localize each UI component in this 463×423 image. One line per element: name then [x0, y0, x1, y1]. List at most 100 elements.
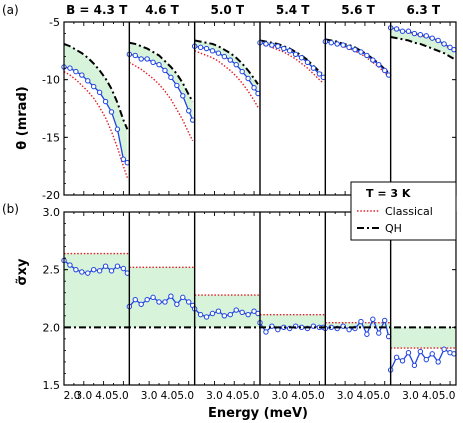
- field-label-6: 6.3 T: [406, 3, 440, 17]
- theta-point: [79, 72, 85, 78]
- sigma-point: [156, 299, 162, 305]
- x-tick-label: 4.0: [357, 390, 374, 402]
- theta-point: [263, 41, 269, 47]
- theta-point: [334, 41, 340, 47]
- sigma-point: [227, 311, 233, 318]
- sigma-point: [239, 309, 245, 316]
- y-tick-label: 1.5: [43, 379, 61, 392]
- sigma-point: [138, 301, 144, 307]
- theta-point: [91, 83, 97, 90]
- theta-point: [405, 28, 412, 34]
- theta-point: [370, 57, 376, 63]
- sigma-point: [411, 362, 418, 369]
- sigma-point: [197, 311, 204, 318]
- theta-point: [102, 98, 109, 105]
- sigma-point: [245, 311, 251, 318]
- sigma-point: [73, 266, 79, 273]
- theta-qh-line-6: [390, 36, 455, 60]
- sigma-point: [251, 308, 257, 314]
- sigma-point: [144, 296, 150, 303]
- theta-point: [304, 59, 311, 66]
- sigma-point: [162, 299, 168, 305]
- field-label-2: 4.6 T: [145, 3, 179, 17]
- legend: T = 3 K Classical QH: [350, 181, 457, 241]
- theta-qh-line-2: [129, 41, 194, 103]
- theta-fill-1: [64, 43, 128, 163]
- theta-point: [108, 109, 115, 115]
- sigma-point: [85, 270, 91, 276]
- x-tick-label: 3.0: [271, 390, 288, 402]
- theta-point: [174, 82, 180, 89]
- legend-classical-label: Classical: [385, 205, 433, 218]
- sigma-point: [423, 356, 429, 363]
- x-tick-label: 5.0: [112, 390, 129, 402]
- sigma-point: [174, 301, 180, 307]
- theta-point: [382, 67, 388, 74]
- sigma-point: [102, 263, 109, 269]
- theta-point: [197, 44, 204, 51]
- sigma-point: [382, 317, 388, 324]
- theta-point: [239, 68, 245, 75]
- theta-point: [269, 42, 275, 48]
- x-tick-label: 5.0: [177, 390, 194, 402]
- theta-point: [417, 31, 424, 38]
- y-tick-label: 2.0: [43, 321, 61, 334]
- theta-point: [423, 33, 429, 39]
- sigma-fill-6: [390, 327, 456, 349]
- sigma-point: [435, 359, 441, 365]
- theta-point: [286, 48, 293, 54]
- sigma-point: [215, 308, 222, 314]
- theta-point: [120, 156, 127, 162]
- field-label-3: 5.0 T: [210, 3, 244, 17]
- y-tick-label: -10: [42, 74, 60, 87]
- theta-point: [215, 50, 222, 56]
- x-tick-label: 4.0: [226, 390, 243, 402]
- theta-qh-line-1: [63, 42, 129, 130]
- x-tick-label: 5.0: [373, 390, 390, 402]
- theta-measured-line-5: [325, 40, 390, 76]
- theta-point: [144, 56, 150, 62]
- x-tick-label: 3.0: [402, 390, 419, 402]
- y-tick-label: -15: [42, 131, 60, 144]
- sigma-point: [203, 314, 210, 320]
- theta-point: [393, 26, 400, 32]
- x-tick-label: 2.0: [64, 390, 81, 402]
- field-label-5: 5.6 T: [341, 3, 375, 17]
- sigma-point: [417, 348, 424, 355]
- panel-label-a: (a): [2, 3, 19, 17]
- y-tick-label: -20: [42, 189, 60, 202]
- theta-point: [328, 40, 334, 46]
- theta-classical-line-2: [128, 61, 194, 142]
- theta-point: [138, 56, 144, 62]
- sigma-point: [96, 268, 103, 274]
- theta-point: [114, 126, 121, 132]
- theta-point: [162, 67, 168, 74]
- frames-layer: [63, 21, 457, 386]
- theta-point: [310, 65, 317, 71]
- theta-point: [96, 89, 103, 96]
- x-tick-label: 3.0: [206, 390, 223, 402]
- theta-point: [340, 42, 346, 48]
- theta-point: [85, 78, 91, 84]
- lines-layer: [61, 25, 457, 373]
- x-tick-label: 5.0: [243, 390, 260, 402]
- theta-point: [186, 108, 192, 114]
- y-axis-label-theta: θ (mrad): [15, 86, 30, 149]
- theta-point: [447, 44, 453, 51]
- theta-point: [180, 93, 186, 99]
- theta-qh-line-3: [194, 39, 259, 85]
- panel-label-b: (b): [2, 202, 19, 216]
- x-tick-label: 5.0: [439, 390, 456, 402]
- y-tick-label: 2.5: [43, 264, 61, 277]
- sigma-point: [221, 313, 228, 319]
- theta-point: [346, 44, 352, 51]
- theta-point: [150, 59, 156, 66]
- theta-point: [429, 35, 435, 41]
- theta-point: [352, 46, 358, 53]
- theta-point: [441, 41, 447, 47]
- sigma-fill-4: [259, 314, 326, 328]
- theta-point: [292, 51, 299, 57]
- theta-point: [316, 71, 323, 77]
- theta-fill-6: [390, 27, 454, 59]
